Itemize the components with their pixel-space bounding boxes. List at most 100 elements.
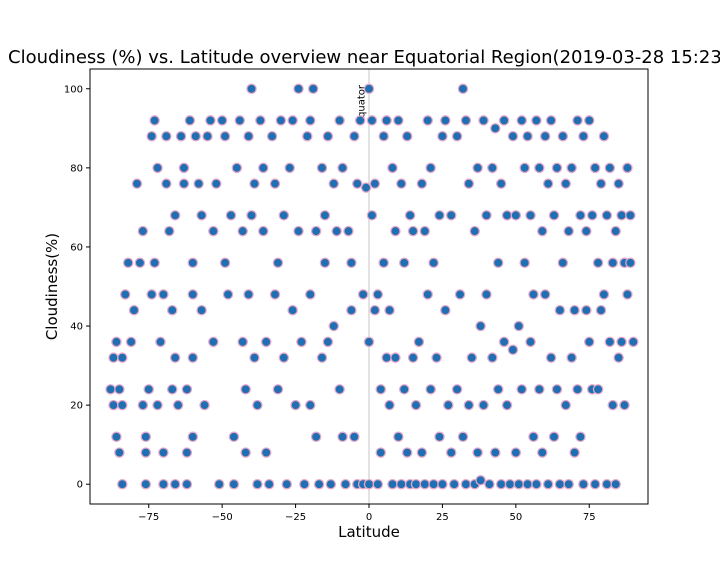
data-point	[525, 336, 536, 348]
data-point	[372, 478, 384, 490]
data-point	[181, 447, 193, 458]
data-point	[349, 431, 360, 443]
data-point	[216, 115, 228, 126]
data-point	[492, 257, 504, 269]
data-point	[360, 182, 372, 193]
data-point	[252, 399, 263, 411]
data-point	[316, 352, 328, 363]
data-point	[390, 352, 401, 363]
data-point	[187, 352, 199, 363]
x-tick-label: 75	[583, 512, 596, 523]
x-tick-label: −25	[285, 512, 306, 523]
data-point	[607, 399, 619, 411]
data-point	[563, 478, 574, 490]
data-point	[410, 399, 422, 411]
data-point	[246, 83, 257, 95]
data-point	[513, 320, 525, 332]
data-point	[437, 478, 448, 490]
data-point	[166, 304, 178, 316]
data-point	[569, 447, 580, 458]
data-point	[422, 115, 433, 126]
data-point	[545, 115, 557, 126]
data-point	[522, 478, 533, 490]
data-point	[258, 162, 269, 174]
data-point	[131, 178, 143, 189]
chart-title: Cloudiness (%) vs. Latitude overview nea…	[8, 47, 720, 68]
y-axis-ticks: 0 20 40 60 80 100	[64, 84, 90, 491]
data-point	[440, 115, 451, 126]
data-point	[352, 178, 363, 189]
data-point	[181, 478, 193, 490]
data-point	[557, 257, 569, 269]
data-point	[557, 130, 569, 142]
data-point	[510, 447, 522, 458]
data-point	[243, 289, 254, 300]
data-point	[475, 320, 486, 332]
data-point	[487, 162, 498, 174]
data-point	[125, 336, 137, 348]
data-point	[164, 225, 175, 237]
data-point	[528, 431, 539, 443]
data-point	[460, 478, 472, 490]
data-point	[122, 257, 134, 269]
data-point	[398, 257, 410, 269]
data-point	[416, 447, 428, 458]
data-point	[622, 289, 633, 300]
data-point	[384, 399, 395, 411]
data-point	[108, 352, 119, 363]
y-tick-label: 40	[70, 322, 83, 333]
data-point	[337, 431, 348, 443]
data-point	[243, 130, 254, 142]
data-point	[187, 431, 199, 443]
data-point	[328, 178, 340, 189]
data-point	[628, 336, 639, 348]
data-point	[252, 478, 263, 490]
data-point	[208, 225, 219, 237]
data-point	[613, 352, 624, 363]
data-point	[595, 304, 607, 316]
data-point	[313, 478, 325, 490]
data-point	[202, 130, 213, 142]
data-point	[166, 384, 178, 395]
data-point	[278, 210, 290, 221]
data-point	[181, 384, 193, 395]
data-point	[346, 304, 357, 316]
data-point	[363, 83, 375, 95]
data-point	[240, 447, 251, 458]
data-point	[548, 210, 560, 221]
data-point	[137, 225, 149, 237]
data-point	[169, 210, 181, 221]
data-point	[143, 384, 154, 395]
data-point	[366, 210, 378, 221]
data-point	[199, 399, 210, 411]
data-point	[293, 225, 304, 237]
data-point	[275, 115, 287, 126]
data-point	[586, 210, 598, 221]
data-point	[495, 478, 507, 490]
data-point	[213, 478, 225, 490]
data-point	[551, 384, 563, 395]
plot-area: Equator −75 −50 −25 0 25 50 75 0 20 40 60 80 100	[64, 68, 649, 523]
data-point	[381, 352, 392, 363]
data-point	[554, 478, 566, 490]
data-point	[542, 478, 554, 490]
data-point	[407, 225, 419, 237]
data-point	[542, 178, 554, 189]
data-point	[322, 336, 334, 348]
x-axis-label: Latitude	[338, 523, 400, 541]
data-point	[539, 289, 551, 300]
data-point	[284, 162, 295, 174]
data-point	[105, 384, 116, 395]
data-point	[448, 478, 460, 490]
data-point	[114, 384, 125, 395]
data-point	[440, 304, 451, 316]
data-point	[117, 399, 128, 411]
data-point	[299, 478, 310, 490]
data-point	[249, 352, 260, 363]
data-point	[501, 399, 513, 411]
data-point	[155, 336, 166, 348]
data-point	[219, 130, 231, 142]
data-point	[234, 115, 246, 126]
data-point	[604, 336, 616, 348]
data-point	[607, 257, 619, 269]
